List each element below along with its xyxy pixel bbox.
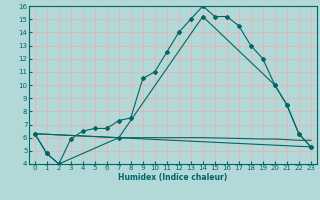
X-axis label: Humidex (Indice chaleur): Humidex (Indice chaleur) [118, 173, 228, 182]
